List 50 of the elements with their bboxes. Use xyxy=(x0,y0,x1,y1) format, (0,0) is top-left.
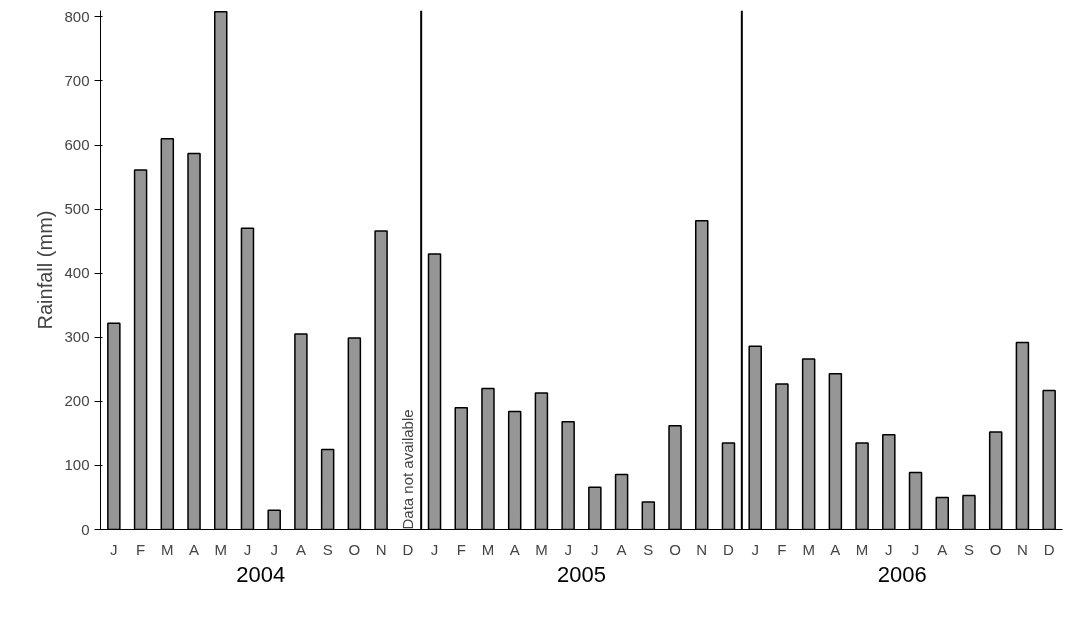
text: 2005 xyxy=(557,561,606,587)
x-tick-label: J xyxy=(751,540,759,558)
x-tick-label: M xyxy=(481,540,495,558)
x-tick-label: J xyxy=(564,540,572,558)
y-tick-label: 0 xyxy=(81,520,90,538)
x-tick-label: J xyxy=(591,540,599,558)
y-tick-label: 100 xyxy=(64,456,90,474)
x-tick-label: M xyxy=(161,540,174,558)
x-tick-label: M xyxy=(535,540,548,558)
x-tick-label: D xyxy=(1043,540,1055,558)
x-tick-label: M xyxy=(855,540,869,558)
x-tick-label: M xyxy=(214,540,227,558)
x-tick-label: O xyxy=(669,540,681,558)
annotation: Data not available xyxy=(399,409,417,530)
y-tick-label: 500 xyxy=(64,200,90,218)
y-axis-title: Rainfall (mm) xyxy=(34,210,57,330)
x-tick-label: A xyxy=(189,540,200,558)
x-tick-label: S xyxy=(963,540,974,558)
text: 2006 xyxy=(877,561,927,587)
y-tick-label: 600 xyxy=(64,136,90,154)
x-tick-label: S xyxy=(322,540,333,558)
x-tick-label: J xyxy=(110,540,118,558)
y-tick-label: 700 xyxy=(64,71,90,89)
x-tick-label: D xyxy=(402,540,414,558)
x-tick-label: O xyxy=(989,540,1002,558)
text: 2004 xyxy=(236,561,286,587)
x-tick-label: N xyxy=(1017,540,1028,558)
x-tick-label: A xyxy=(509,540,520,558)
x-tick-label: M xyxy=(802,540,815,558)
x-tick-label: F xyxy=(136,540,146,558)
y-tick-label: 200 xyxy=(64,392,90,410)
x-tick-label: A xyxy=(937,540,948,558)
x-tick-label: O xyxy=(348,540,361,558)
x-tick-label: A xyxy=(830,540,841,558)
x-tick-label: J xyxy=(911,540,920,558)
x-tick-label: J xyxy=(243,540,252,558)
y-tick-label: 800 xyxy=(64,7,90,25)
x-tick-label: F xyxy=(777,540,787,558)
y-tick-label: 300 xyxy=(64,328,90,346)
x-tick-label: J xyxy=(430,540,439,558)
x-tick-label: A xyxy=(295,540,306,558)
x-tick-label: F xyxy=(456,540,466,558)
x-tick-label: D xyxy=(723,540,735,558)
x-tick-label: N xyxy=(696,540,708,558)
x-tick-label: J xyxy=(885,540,893,558)
y-tick-label: 400 xyxy=(64,264,90,282)
x-tick-label: N xyxy=(375,540,387,558)
x-tick-label: S xyxy=(643,540,654,558)
x-tick-label: A xyxy=(616,540,627,558)
x-tick-label: J xyxy=(270,540,278,558)
